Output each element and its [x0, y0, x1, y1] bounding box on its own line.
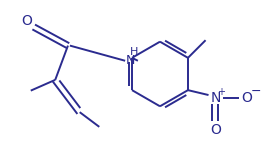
Text: N: N: [210, 91, 221, 105]
Text: O: O: [21, 14, 32, 28]
Text: H: H: [130, 47, 138, 57]
Text: +: +: [217, 87, 225, 97]
Text: −: −: [250, 85, 261, 98]
Text: O: O: [210, 123, 221, 137]
Text: N: N: [125, 54, 135, 67]
Text: O: O: [241, 91, 252, 105]
